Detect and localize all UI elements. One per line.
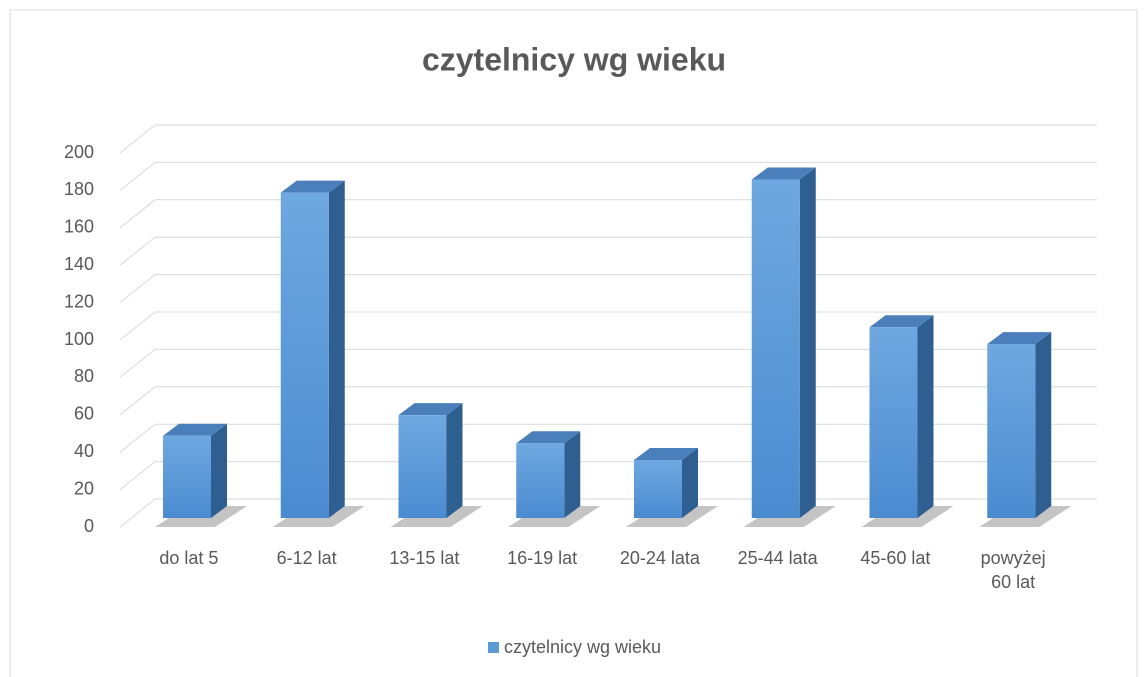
y-tick-label: 200 <box>64 142 94 162</box>
x-tick-label: 20-24 lata <box>619 548 700 568</box>
bar-side <box>917 315 934 518</box>
chart-border <box>9 9 1138 677</box>
grid-line <box>119 498 1097 528</box>
y-tick-label: 160 <box>64 217 94 237</box>
x-tick-label: 6-12 lat <box>276 548 337 568</box>
grid-line <box>119 274 1097 303</box>
bar <box>398 415 447 518</box>
bar-top <box>163 423 227 436</box>
y-tick-label: 40 <box>74 441 94 461</box>
bar-top <box>987 332 1052 345</box>
bar <box>634 460 682 518</box>
bar <box>751 179 800 518</box>
bar-side <box>211 423 227 518</box>
grid-line <box>119 161 1097 191</box>
y-tick-label: 0 <box>84 516 94 536</box>
bar <box>869 327 918 518</box>
grid-line <box>119 348 1097 378</box>
bar <box>516 443 565 518</box>
bar-side <box>446 403 463 518</box>
x-tick-label: 13-15 lat <box>389 548 460 568</box>
y-tick-label: 140 <box>64 254 94 274</box>
x-tick-label: powyżej 60 lat <box>980 548 1046 592</box>
x-tick-label: 25-44 lata <box>737 548 818 568</box>
x-tick-label: 45-60 lat <box>860 548 931 568</box>
x-tick-label: do lat 5 <box>159 548 219 568</box>
bar-top <box>869 315 934 328</box>
bar-top <box>280 180 345 193</box>
grid-line <box>119 236 1097 266</box>
x-tick-label: 16-19 lat <box>507 548 578 568</box>
legend-label: czytelnicy wg wieku <box>504 637 661 657</box>
grid-line <box>119 386 1097 416</box>
grid-line <box>119 124 1097 154</box>
bar-top <box>634 448 698 461</box>
bar-side <box>328 180 345 518</box>
bar-side <box>564 431 581 518</box>
bar-side <box>799 167 816 518</box>
legend-swatch <box>488 642 499 653</box>
grid-line <box>119 199 1097 229</box>
bar-side <box>1035 332 1052 518</box>
y-tick-label: 180 <box>64 179 94 199</box>
bar <box>987 344 1036 518</box>
y-tick-label: 100 <box>64 329 94 349</box>
bar <box>163 435 211 518</box>
y-tick-label: 80 <box>74 366 94 386</box>
bar <box>280 192 329 518</box>
chart-title: czytelnicy wg wieku <box>422 41 726 77</box>
y-tick-label: 120 <box>64 291 94 311</box>
bar-top <box>516 431 581 444</box>
grid-line <box>119 311 1097 341</box>
grid-line <box>119 461 1097 490</box>
bar-side <box>682 448 698 518</box>
y-tick-label: 60 <box>74 404 94 424</box>
y-tick-label: 20 <box>74 478 94 498</box>
grid-line <box>119 423 1097 453</box>
bar-top <box>398 403 463 416</box>
bar-top <box>751 167 816 180</box>
